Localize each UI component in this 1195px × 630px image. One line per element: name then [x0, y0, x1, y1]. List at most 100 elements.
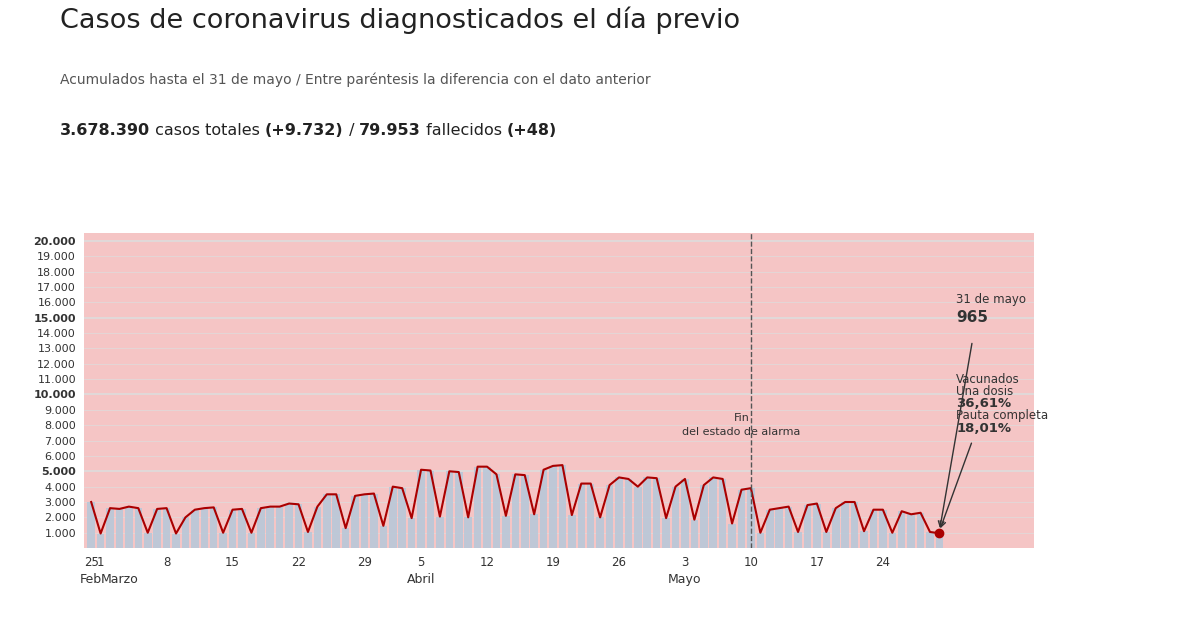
Bar	[596, 517, 603, 548]
Bar	[474, 467, 482, 548]
Bar	[351, 496, 358, 548]
Text: Casos de coronavirus diagnosticados el día previo: Casos de coronavirus diagnosticados el d…	[60, 6, 740, 34]
Bar	[691, 520, 698, 548]
Text: 965: 965	[956, 310, 988, 325]
Bar	[238, 509, 246, 548]
Bar	[220, 533, 227, 548]
Text: 3.678.390: 3.678.390	[60, 123, 149, 138]
Bar	[97, 534, 104, 548]
Bar	[172, 534, 179, 548]
Bar	[295, 504, 302, 548]
Bar	[719, 479, 727, 548]
Bar	[795, 532, 802, 548]
Text: fallecidos: fallecidos	[421, 123, 507, 138]
Bar	[851, 502, 858, 548]
Bar	[163, 508, 171, 548]
Text: Acumulados hasta el 31 de mayo / Entre paréntesis la diferencia con el dato ante: Acumulados hasta el 31 de mayo / Entre p…	[60, 72, 650, 87]
Bar	[266, 507, 274, 548]
Bar	[427, 471, 434, 548]
Bar	[832, 508, 840, 548]
Text: 36,61%: 36,61%	[956, 397, 1011, 410]
Bar	[606, 485, 613, 548]
Text: Feb: Feb	[80, 573, 103, 586]
Bar	[323, 495, 331, 548]
Bar	[370, 493, 378, 548]
Text: casos totales: casos totales	[149, 123, 265, 138]
Bar	[313, 507, 321, 548]
Bar	[446, 471, 453, 548]
Bar	[917, 513, 925, 548]
Bar	[511, 474, 519, 548]
Bar	[257, 508, 264, 548]
Bar	[390, 486, 397, 548]
Bar	[550, 466, 557, 548]
Bar	[652, 478, 661, 548]
Bar	[737, 490, 746, 548]
Bar	[672, 486, 679, 548]
Bar	[813, 503, 821, 548]
Text: Abril: Abril	[406, 573, 435, 586]
Bar	[407, 518, 416, 548]
Bar	[125, 507, 133, 548]
Bar	[247, 533, 256, 548]
Bar	[380, 526, 387, 548]
Text: /: /	[343, 123, 360, 138]
Bar	[106, 508, 114, 548]
Bar	[228, 510, 237, 548]
Bar	[643, 478, 651, 548]
Text: 18,01%: 18,01%	[956, 421, 1011, 435]
Bar	[615, 478, 623, 548]
Bar	[804, 505, 811, 548]
Text: Marzo: Marzo	[100, 573, 139, 586]
Bar	[153, 509, 161, 548]
Bar	[465, 517, 472, 548]
Bar	[766, 510, 773, 548]
Text: Pauta completa: Pauta completa	[956, 410, 1048, 423]
Bar	[822, 532, 831, 548]
Bar	[531, 514, 538, 548]
Bar	[785, 507, 792, 548]
Bar	[398, 488, 406, 548]
Bar	[455, 472, 462, 548]
Bar	[577, 484, 586, 548]
Bar	[417, 470, 425, 548]
Text: 31 de mayo: 31 de mayo	[956, 293, 1027, 306]
Text: (+9.732): (+9.732)	[265, 123, 343, 138]
Bar	[710, 478, 717, 548]
Bar	[747, 488, 755, 548]
Bar	[361, 495, 368, 548]
Bar	[436, 517, 443, 548]
Bar	[276, 507, 283, 548]
Bar	[907, 514, 915, 548]
Bar	[728, 524, 736, 548]
Bar	[635, 486, 642, 548]
Bar	[700, 485, 707, 548]
Bar	[756, 533, 764, 548]
Bar	[926, 532, 933, 548]
Bar	[860, 531, 868, 548]
Bar	[880, 510, 887, 548]
Bar	[568, 515, 576, 548]
Bar	[841, 502, 848, 548]
Bar	[87, 502, 94, 548]
Bar	[286, 503, 293, 548]
Bar	[182, 517, 189, 548]
Bar	[483, 467, 491, 548]
Bar	[502, 516, 509, 548]
Text: Mayo: Mayo	[668, 573, 701, 586]
Bar	[625, 479, 632, 548]
Bar	[135, 508, 142, 548]
Bar	[936, 533, 943, 548]
Text: Vacunados: Vacunados	[956, 372, 1021, 386]
Bar	[587, 484, 594, 548]
Bar	[116, 509, 123, 548]
Bar	[201, 508, 208, 548]
Text: Fin
del estado de alarma: Fin del estado de alarma	[682, 413, 801, 437]
Bar	[521, 475, 528, 548]
Bar	[776, 508, 783, 548]
Bar	[332, 495, 341, 548]
Bar	[897, 511, 906, 548]
Bar	[681, 479, 688, 548]
Bar	[540, 470, 547, 548]
Bar	[210, 507, 217, 548]
